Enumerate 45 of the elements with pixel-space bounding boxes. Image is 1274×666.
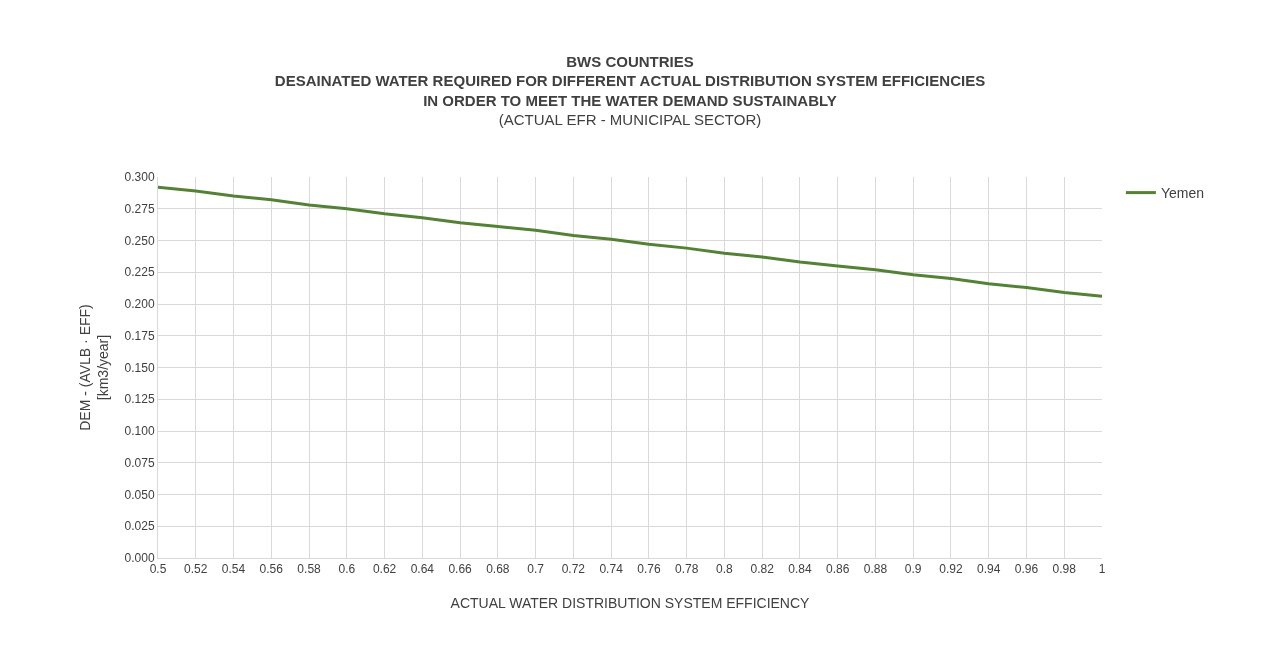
x-tick-label: 0.68 <box>486 562 510 577</box>
x-tick-label: 0.84 <box>788 562 812 577</box>
y-tick-label: 0.250 <box>124 233 155 248</box>
chart-title: BWS COUNTRIES <box>566 52 694 70</box>
text: (ACTUAL EFR - MUNICIPAL SECTOR) <box>498 111 762 129</box>
y-tick-label: 0.050 <box>124 487 155 502</box>
x-tick-label: 0.82 <box>750 562 775 577</box>
chart-subtitle: DESAINATED WATER REQUIRED FOR DIFFERENT ACTUAL DISTRIBUTION SYSTEM EFFICIENCIES IN ORDER TO MEET THE WATER DEMAND SUSTAINABLY <box>274 72 986 109</box>
y-tick-label: 0.175 <box>124 328 155 343</box>
legend-label: Yemen <box>1160 185 1204 202</box>
x-tick-label: 0.7 <box>527 562 545 577</box>
x-tick-label: 0.6 <box>338 562 356 577</box>
x-tick-label: 0.72 <box>561 562 586 577</box>
x-tick-label: 0.8 <box>716 562 734 577</box>
x-tick-label: 0.58 <box>297 562 322 577</box>
x-tick-label: 0.98 <box>1052 562 1077 577</box>
x-tick-label: 0.5 <box>149 562 167 577</box>
y-tick-label: 0.300 <box>124 170 155 185</box>
y-axis-title: DEM - (AVLB · EFF) [km3/year] <box>76 304 112 431</box>
x-axis-title: ACTUAL WATER DISTRIBUTION SYSTEM EFFICIENCY <box>450 594 811 611</box>
x-tick-label: 0.94 <box>977 562 1001 577</box>
y-tick-label: 0.200 <box>124 297 155 312</box>
x-tick-label: 1 <box>1098 562 1106 577</box>
y-tick-label: 0.075 <box>124 455 155 470</box>
x-tick-label: 0.76 <box>637 562 661 577</box>
x-tick-label: 0.64 <box>410 562 435 577</box>
x-tick-label: 0.52 <box>184 562 208 577</box>
x-tick-label: 0.62 <box>372 562 397 577</box>
y-tick-label: 0.125 <box>124 392 155 407</box>
y-tick-label: 0.150 <box>124 360 155 375</box>
x-tick-label: 0.74 <box>599 562 624 577</box>
x-tick-label: 0.78 <box>674 562 699 577</box>
x-tick-label: 0.96 <box>1014 562 1039 577</box>
x-tick-label: 0.54 <box>221 562 246 577</box>
x-tick-label: 0.9 <box>904 562 922 577</box>
y-tick-label: 0.275 <box>124 201 155 216</box>
line-series <box>158 185 1102 298</box>
x-tick-label: 0.86 <box>826 562 850 577</box>
x-tick-label: 0.88 <box>863 562 888 577</box>
y-tick-label: 0.225 <box>124 265 155 280</box>
y-tick-label: 0.100 <box>124 424 155 439</box>
x-tick-label: 0.56 <box>259 562 284 577</box>
x-tick-label: 0.92 <box>939 562 963 577</box>
x-tick-label: 0.66 <box>448 562 473 577</box>
y-tick-label: 0.025 <box>124 519 155 534</box>
